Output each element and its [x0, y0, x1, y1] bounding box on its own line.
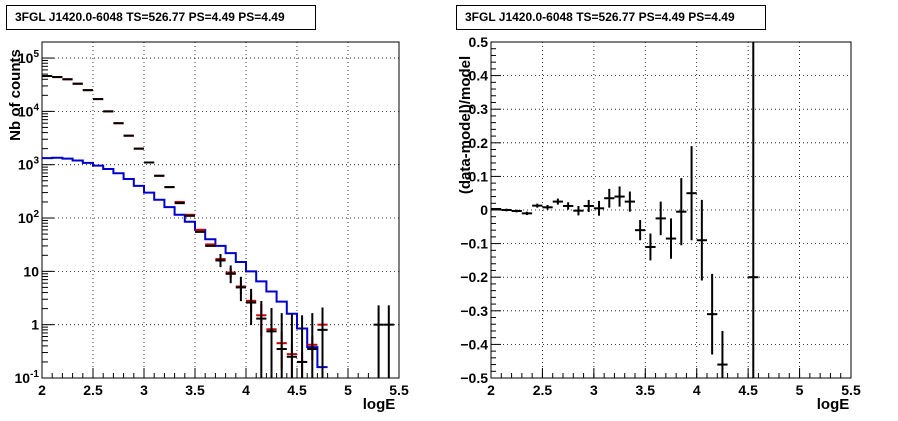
right-y-tick-label: −0.5 — [460, 370, 488, 386]
right-x-tick-label: 5 — [796, 382, 804, 398]
right-y-tick-label: 0.4 — [469, 68, 489, 84]
right-x-tick-label: 2.5 — [533, 382, 553, 398]
right-x-tick-label: 3 — [590, 382, 598, 398]
left-x-tick-label: 5 — [344, 382, 352, 398]
left-chart-title: 3FGL J1420.0-6048 TS=526.77 PS=4.49 PS=4… — [6, 5, 316, 30]
left-series-blue-histogram — [42, 156, 328, 369]
left-y-axis-label: Nb of counts — [7, 49, 24, 141]
right-x-tick-label: 4.5 — [738, 382, 758, 398]
right-y-tick-label: 0.5 — [469, 34, 489, 50]
right-y-tick-label: 0.2 — [469, 135, 489, 151]
right-y-tick-label: −0.3 — [460, 303, 488, 319]
left-x-tick-label: 2.5 — [83, 382, 103, 398]
left-y-tick-label: 103 — [18, 156, 40, 173]
left-x-tick-label: 2 — [38, 382, 46, 398]
left-x-tick-label: 4.5 — [287, 382, 307, 398]
left-x-tick-label: 3 — [140, 382, 148, 398]
left-x-axis-label: logE — [363, 396, 396, 413]
left-y-tick-label: 104 — [18, 102, 40, 119]
left-x-tick-label: 3.5 — [185, 382, 205, 398]
left-y-tick-label: 102 — [18, 209, 40, 226]
left-x-tick-label: 5.5 — [389, 382, 409, 398]
left-y-tick-label: 105 — [18, 49, 40, 66]
right-x-tick-label: 5.5 — [841, 382, 861, 398]
right-y-tick-label: 0.1 — [469, 168, 489, 184]
right-chart-title: 3FGL J1420.0-6048 TS=526.77 PS=4.49 PS=4… — [456, 5, 766, 30]
right-y-tick-label: −0.4 — [460, 336, 488, 352]
right-x-tick-label: 3.5 — [636, 382, 656, 398]
left-y-tick-label: 10-1 — [15, 369, 40, 386]
left-y-tick-label: 10 — [23, 263, 39, 279]
right-y-tick-label: −0.1 — [460, 236, 488, 252]
left-y-tick-label: 1 — [31, 317, 39, 333]
right-y-tick-label: −0.2 — [460, 269, 488, 285]
right-x-axis-label: logE — [817, 396, 850, 413]
left-plot-frame — [41, 41, 400, 379]
right-y-tick-label: 0 — [480, 202, 488, 218]
right-y-axis-label: (data-model)/model — [457, 56, 474, 194]
right-y-tick-label: 0.3 — [469, 101, 489, 117]
left-x-tick-label: 4 — [242, 382, 250, 398]
right-x-tick-label: 2 — [487, 382, 495, 398]
right-x-tick-label: 4 — [693, 382, 701, 398]
